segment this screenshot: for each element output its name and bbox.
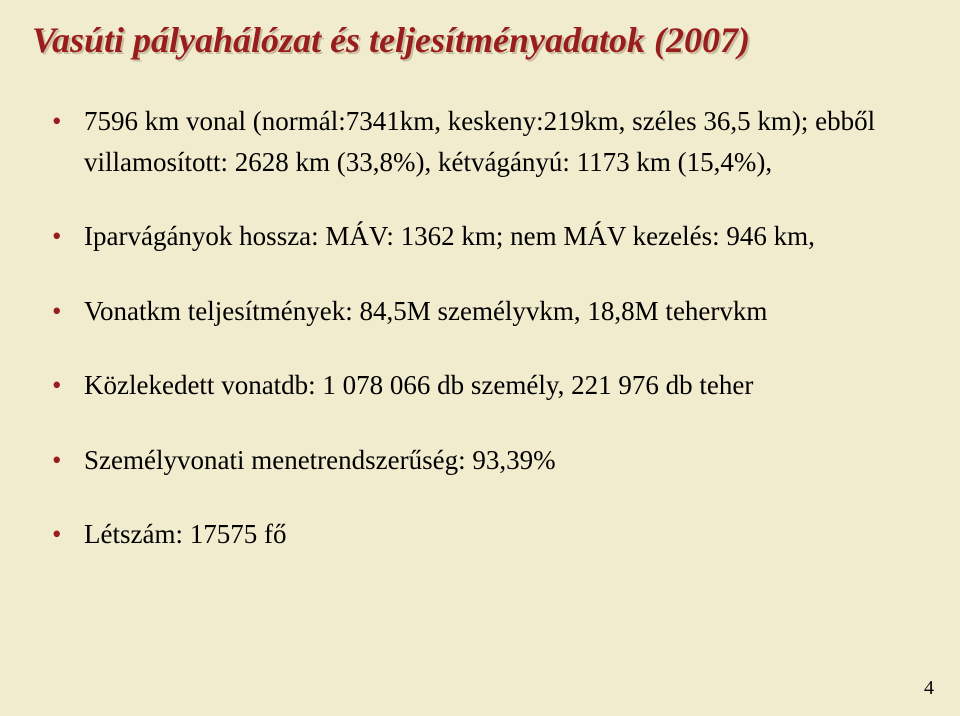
slide: Vasúti pályahálózat és teljesítményadato… <box>0 0 960 716</box>
bullet-list: 7596 km vonal (normál:7341km, keskeny:21… <box>32 101 928 555</box>
list-item: Iparvágányok hossza: MÁV: 1362 km; nem M… <box>52 216 928 257</box>
page-number: 4 <box>924 677 934 700</box>
list-item: Személyvonati menetrendszerűség: 93,39% <box>52 440 928 481</box>
list-item: 7596 km vonal (normál:7341km, keskeny:21… <box>52 101 928 182</box>
slide-title: Vasúti pályahálózat és teljesítményadato… <box>32 20 928 61</box>
list-item: Vonatkm teljesítmények: 84,5M személyvkm… <box>52 291 928 332</box>
list-item: Létszám: 17575 fő <box>52 514 928 555</box>
list-item: Közlekedett vonatdb: 1 078 066 db személ… <box>52 365 928 406</box>
